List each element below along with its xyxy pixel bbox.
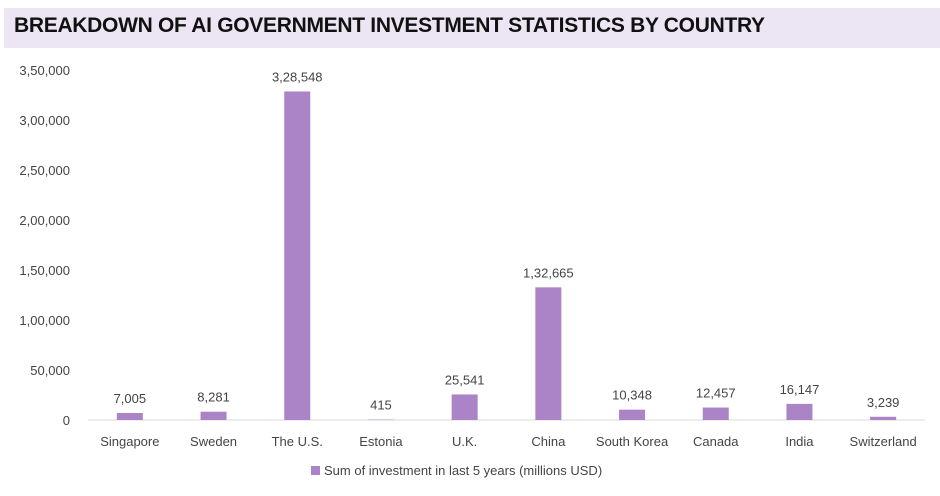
title-band	[4, 8, 940, 48]
data-label: 415	[370, 398, 392, 413]
data-label: 3,28,548	[272, 69, 323, 84]
bar-canada	[702, 407, 729, 420]
x-tick-label: The U.S.	[272, 434, 323, 449]
x-tick-label: Estonia	[359, 434, 403, 449]
data-label: 16,147	[780, 382, 820, 397]
bar-the-u-s-	[284, 91, 311, 421]
data-label: 10,348	[612, 388, 652, 403]
data-label: 3,239	[867, 395, 900, 410]
y-tick-label: 1,00,000	[19, 313, 70, 328]
data-label: 1,32,665	[523, 265, 574, 280]
y-tick-label: 3,00,000	[19, 113, 70, 128]
x-tick-label: India	[785, 434, 814, 449]
bar-switzerland	[870, 416, 897, 420]
bar-india	[786, 403, 813, 420]
y-tick-label: 50,000	[30, 363, 70, 378]
x-tick-label: Sweden	[190, 434, 237, 449]
bar-singapore	[116, 412, 143, 420]
y-tick-label: 0	[63, 413, 70, 428]
x-tick-label: U.K.	[452, 434, 477, 449]
bar-china	[535, 287, 562, 420]
x-tick-label: South Korea	[596, 434, 669, 449]
chart-title: BREAKDOWN OF AI GOVERNMENT INVESTMENT ST…	[14, 14, 765, 37]
data-label: 8,281	[197, 390, 230, 405]
data-label: 25,541	[445, 372, 485, 387]
x-tick-label: Switzerland	[850, 434, 917, 449]
legend-label: Sum of investment in last 5 years (milli…	[324, 463, 602, 478]
data-label: 7,005	[114, 391, 147, 406]
legend-swatch	[311, 466, 320, 475]
y-tick-label: 2,50,000	[19, 163, 70, 178]
bar-sweden	[200, 411, 227, 420]
x-tick-label: Singapore	[100, 434, 159, 449]
bar-u-k-	[451, 394, 478, 420]
x-tick-label: China	[531, 434, 566, 449]
y-tick-label: 2,00,000	[19, 213, 70, 228]
data-label: 12,457	[696, 386, 736, 401]
x-tick-label: Canada	[693, 434, 739, 449]
bar-south-korea	[619, 409, 646, 420]
y-tick-label: 3,50,000	[19, 63, 70, 78]
y-tick-label: 1,50,000	[19, 263, 70, 278]
